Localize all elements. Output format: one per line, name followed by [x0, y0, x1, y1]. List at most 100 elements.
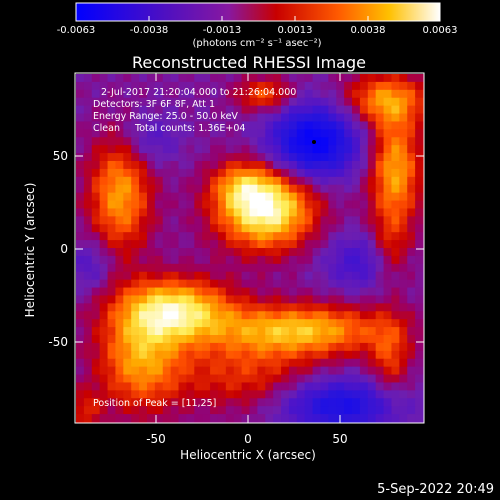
image-pixel: [107, 255, 117, 265]
image-pixel: [391, 366, 400, 376]
image-pixel: [154, 200, 164, 210]
image-pixel: [76, 89, 85, 99]
image-pixel: [225, 161, 235, 170]
image-pixel: [352, 287, 361, 297]
image-pixel: [178, 113, 188, 123]
image-pixel: [281, 414, 290, 423]
footer-date: 5-Sep-2022 20:49: [377, 482, 494, 497]
image-pixel: [146, 287, 156, 297]
image-pixel: [76, 105, 85, 115]
image-pixel: [407, 74, 416, 83]
image-pixel: [415, 398, 424, 407]
image-pixel: [241, 414, 251, 423]
image-pixel: [281, 374, 290, 384]
image-pixel: [352, 168, 361, 178]
image-pixel: [154, 271, 164, 281]
image-pixel: [344, 74, 353, 83]
image-pixel: [407, 374, 416, 384]
image-pixel: [107, 398, 117, 407]
image-pixel: [367, 208, 377, 217]
image-pixel: [304, 414, 314, 423]
colorbar-tick-label: -0.0038: [129, 25, 169, 36]
image-pixel: [312, 74, 322, 83]
image-pixel: [344, 216, 353, 225]
image-pixel: [273, 168, 282, 178]
image-pixel: [328, 176, 337, 186]
image-pixel: [83, 279, 93, 289]
image-pixel: [375, 398, 385, 407]
image-pixel: [76, 232, 85, 241]
image-pixel: [162, 184, 172, 194]
image-pixel: [249, 398, 258, 407]
image-pixel: [265, 366, 274, 376]
image-pixel: [76, 327, 85, 336]
image-pixel: [288, 208, 298, 217]
image-pixel: [336, 279, 345, 289]
image-pixel: [399, 382, 408, 391]
image-pixel: [170, 129, 180, 138]
image-pixel: [162, 342, 172, 352]
image-pixel: [312, 390, 322, 399]
image-pixel: [225, 121, 235, 130]
image-pixel: [170, 232, 180, 241]
image-pixel: [186, 153, 195, 162]
image-pixel: [407, 390, 416, 399]
image-pixel: [170, 137, 180, 146]
image-pixel: [123, 406, 132, 415]
image-pixel: [162, 327, 172, 336]
image-pixel: [146, 319, 156, 328]
image-pixel: [336, 129, 345, 138]
image-pixel: [359, 153, 369, 162]
image-pixel: [312, 137, 322, 146]
image-pixel: [391, 287, 400, 297]
image-pixel: [304, 311, 314, 320]
image-pixel: [210, 184, 219, 194]
image-pixel: [383, 176, 393, 186]
image-pixel: [186, 224, 195, 233]
image-pixel: [281, 366, 290, 376]
x-axis-label: Heliocentric X (arcsec): [180, 448, 316, 462]
image-pixel: [107, 168, 117, 178]
image-pixel: [273, 145, 282, 154]
image-pixel: [178, 303, 188, 312]
image-pixel: [367, 105, 377, 115]
image-pixel: [249, 287, 258, 297]
image-pixel: [344, 279, 353, 289]
image-pixel: [83, 287, 93, 297]
image-pixel: [265, 200, 274, 210]
image-pixel: [217, 192, 227, 202]
image-pixel: [407, 414, 416, 423]
image-pixel: [391, 208, 400, 217]
image-pixel: [76, 335, 85, 344]
image-pixel: [281, 81, 290, 91]
image-pixel: [225, 406, 235, 415]
image-pixel: [162, 255, 172, 265]
image-pixel: [273, 137, 282, 146]
image-pixel: [367, 398, 377, 407]
image-pixel: [139, 168, 148, 178]
image-pixel: [83, 271, 93, 281]
image-pixel: [320, 398, 329, 407]
image-pixel: [99, 145, 109, 154]
image-pixel: [99, 168, 109, 178]
image-pixel: [91, 208, 101, 217]
image-pixel: [123, 311, 132, 320]
image-pixel: [107, 406, 117, 415]
image-pixel: [131, 342, 140, 352]
image-pixel: [99, 255, 109, 265]
image-pixel: [115, 406, 124, 415]
image-pixel: [344, 129, 353, 138]
image-pixel: [415, 74, 424, 83]
image-pixel: [320, 176, 329, 186]
image-pixel: [288, 89, 298, 99]
image-pixel: [336, 200, 345, 210]
image-pixel: [107, 81, 117, 91]
image-pixel: [123, 279, 132, 289]
image-pixel: [241, 248, 251, 257]
image-pixel: [383, 255, 393, 265]
image-pixel: [288, 374, 298, 384]
image-pixel: [83, 335, 93, 344]
image-pixel: [123, 74, 132, 83]
image-pixel: [391, 390, 400, 399]
image-pixel: [415, 224, 424, 233]
